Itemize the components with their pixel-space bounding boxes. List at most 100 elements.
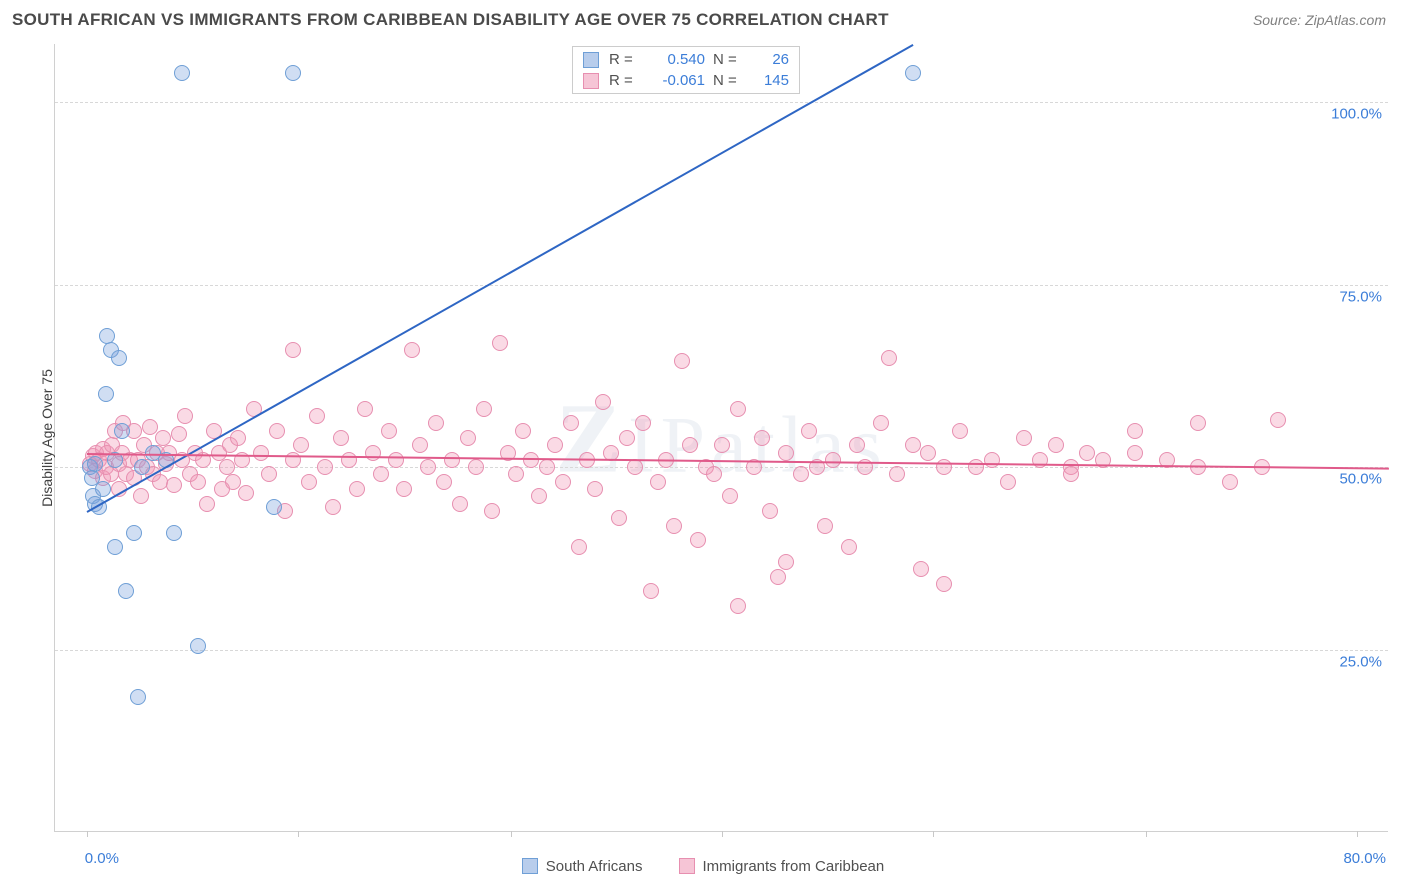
scatter-point bbox=[539, 459, 555, 475]
scatter-point bbox=[595, 394, 611, 410]
scatter-point bbox=[531, 488, 547, 504]
scatter-point bbox=[190, 474, 206, 490]
scatter-point bbox=[873, 415, 889, 431]
scatter-point bbox=[905, 65, 921, 81]
trend-line bbox=[86, 44, 913, 513]
scatter-point bbox=[444, 452, 460, 468]
scatter-point bbox=[793, 466, 809, 482]
scatter-point bbox=[666, 518, 682, 534]
gridline-h bbox=[55, 285, 1388, 286]
x-tick bbox=[511, 831, 512, 837]
x-tick bbox=[87, 831, 88, 837]
scatter-point bbox=[547, 437, 563, 453]
y-tick-label: 100.0% bbox=[1331, 106, 1382, 123]
source-link[interactable]: ZipAtlas.com bbox=[1305, 12, 1386, 28]
scatter-point bbox=[381, 423, 397, 439]
legend-swatch bbox=[583, 52, 599, 68]
chart-container: Disability Age Over 75 ZIPatlas 25.0%50.… bbox=[12, 40, 1394, 882]
scatter-point bbox=[118, 583, 134, 599]
scatter-point bbox=[412, 437, 428, 453]
scatter-point bbox=[913, 561, 929, 577]
scatter-point bbox=[754, 430, 770, 446]
scatter-point bbox=[134, 459, 150, 475]
scatter-point bbox=[952, 423, 968, 439]
scatter-point bbox=[881, 350, 897, 366]
scatter-point bbox=[373, 466, 389, 482]
scatter-point bbox=[261, 466, 277, 482]
scatter-point bbox=[468, 459, 484, 475]
scatter-point bbox=[219, 459, 235, 475]
stats-legend: R =0.540N =26R =-0.061N =145 bbox=[572, 46, 800, 94]
scatter-point bbox=[730, 401, 746, 417]
scatter-point bbox=[1016, 430, 1032, 446]
legend-label: Immigrants from Caribbean bbox=[703, 858, 885, 875]
scatter-point bbox=[428, 415, 444, 431]
scatter-point bbox=[770, 569, 786, 585]
scatter-point bbox=[333, 430, 349, 446]
legend-item: Immigrants from Caribbean bbox=[679, 858, 885, 875]
scatter-point bbox=[317, 459, 333, 475]
scatter-point bbox=[388, 452, 404, 468]
scatter-point bbox=[650, 474, 666, 490]
scatter-point bbox=[1079, 445, 1095, 461]
bottom-legend: South AfricansImmigrants from Caribbean bbox=[12, 858, 1394, 879]
scatter-point bbox=[484, 503, 500, 519]
scatter-point bbox=[706, 466, 722, 482]
scatter-point bbox=[293, 437, 309, 453]
scatter-point bbox=[508, 466, 524, 482]
scatter-point bbox=[920, 445, 936, 461]
scatter-point bbox=[801, 423, 817, 439]
scatter-point bbox=[563, 415, 579, 431]
source-attribution: Source: ZipAtlas.com bbox=[1253, 12, 1386, 28]
scatter-point bbox=[968, 459, 984, 475]
scatter-point bbox=[285, 342, 301, 358]
scatter-point bbox=[515, 423, 531, 439]
gridline-h bbox=[55, 650, 1388, 651]
plot-area: Disability Age Over 75 ZIPatlas 25.0%50.… bbox=[54, 44, 1388, 832]
scatter-point bbox=[238, 485, 254, 501]
x-tick bbox=[298, 831, 299, 837]
scatter-point bbox=[107, 539, 123, 555]
y-axis-label: Disability Age Over 75 bbox=[39, 369, 55, 507]
scatter-point bbox=[460, 430, 476, 446]
chart-title: SOUTH AFRICAN VS IMMIGRANTS FROM CARIBBE… bbox=[12, 10, 889, 30]
scatter-point bbox=[817, 518, 833, 534]
scatter-point bbox=[357, 401, 373, 417]
scatter-point bbox=[166, 525, 182, 541]
y-tick-label: 25.0% bbox=[1339, 653, 1382, 670]
scatter-point bbox=[690, 532, 706, 548]
scatter-point bbox=[114, 423, 130, 439]
scatter-point bbox=[936, 576, 952, 592]
scatter-point bbox=[341, 452, 357, 468]
scatter-point bbox=[126, 525, 142, 541]
scatter-point bbox=[619, 430, 635, 446]
chart-header: SOUTH AFRICAN VS IMMIGRANTS FROM CARIBBE… bbox=[0, 0, 1406, 36]
scatter-point bbox=[778, 554, 794, 570]
x-tick bbox=[1146, 831, 1147, 837]
scatter-point bbox=[730, 598, 746, 614]
scatter-point bbox=[199, 496, 215, 512]
scatter-point bbox=[635, 415, 651, 431]
scatter-point bbox=[253, 445, 269, 461]
scatter-point bbox=[269, 423, 285, 439]
scatter-point bbox=[87, 456, 103, 472]
scatter-point bbox=[171, 426, 187, 442]
scatter-point bbox=[1063, 466, 1079, 482]
scatter-point bbox=[99, 328, 115, 344]
scatter-point bbox=[714, 437, 730, 453]
scatter-point bbox=[95, 481, 111, 497]
x-tick bbox=[933, 831, 934, 837]
scatter-point bbox=[309, 408, 325, 424]
scatter-point bbox=[436, 474, 452, 490]
scatter-point bbox=[984, 452, 1000, 468]
scatter-point bbox=[190, 638, 206, 654]
scatter-point bbox=[905, 437, 921, 453]
scatter-point bbox=[587, 481, 603, 497]
scatter-point bbox=[452, 496, 468, 512]
scatter-point bbox=[230, 430, 246, 446]
scatter-point bbox=[301, 474, 317, 490]
scatter-point bbox=[849, 437, 865, 453]
scatter-point bbox=[166, 477, 182, 493]
scatter-point bbox=[643, 583, 659, 599]
y-tick-label: 75.0% bbox=[1339, 288, 1382, 305]
